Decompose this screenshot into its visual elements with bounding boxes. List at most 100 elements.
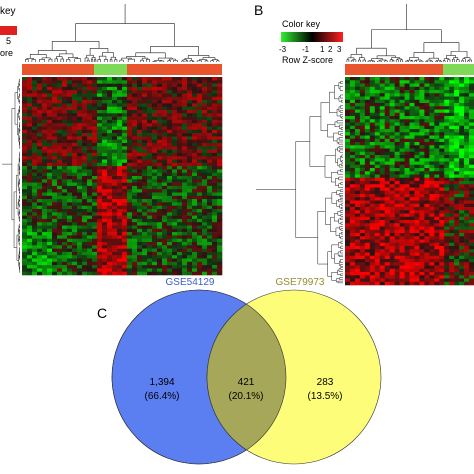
heatmap-cell [434, 119, 440, 123]
heatmap-cell [142, 212, 148, 216]
heatmap-cell [349, 77, 356, 81]
heatmap-cell [77, 86, 83, 91]
heatmap-cell [207, 166, 213, 170]
heatmap-cell [122, 261, 128, 266]
heatmap-cell [82, 225, 88, 230]
heatmap-cell [399, 174, 405, 179]
heatmap-cell [399, 168, 405, 172]
heatmap-cell [454, 158, 460, 162]
heatmap-cell [469, 171, 474, 175]
heatmap-cell [152, 179, 158, 183]
heatmap-cell [449, 86, 455, 91]
heatmap-cell [354, 132, 361, 136]
heatmap-cell [167, 242, 173, 246]
heatmap-cell [197, 271, 203, 276]
heatmap-cell [67, 119, 73, 124]
heatmap-cell [52, 126, 58, 131]
heatmap-cell [349, 249, 356, 253]
heatmap-cell [162, 77, 168, 81]
heatmap-cell [62, 242, 68, 246]
heatmap-cell [399, 119, 405, 123]
heatmap-cell [414, 236, 420, 240]
heatmap-cell [132, 166, 138, 170]
heatmap-cell [187, 159, 193, 164]
heatmap-cell [349, 233, 356, 237]
heatmap-cell [27, 96, 33, 101]
heatmap-cell [192, 215, 198, 220]
heatmap-cell [414, 145, 420, 149]
heatmap-cell [414, 268, 420, 273]
heatmap-cell [349, 229, 356, 234]
panel-a-column-dendrogram [24, 4, 220, 62]
heatmap-cell [37, 172, 43, 177]
heatmap-cell [47, 258, 53, 263]
heatmap-cell [82, 265, 88, 269]
heatmap-cell [212, 169, 218, 173]
heatmap-cell [137, 199, 143, 203]
heatmap-cell [394, 281, 400, 286]
heatmap-cell [384, 177, 390, 182]
heatmap-cell [359, 80, 366, 84]
heatmap-cell [374, 187, 381, 192]
heatmap-cell [77, 83, 83, 88]
heatmap-cell [399, 252, 405, 257]
heatmap-cell [384, 158, 390, 162]
heatmap-cell [399, 249, 405, 253]
heatmap-cell [117, 215, 123, 220]
heatmap-cell [354, 262, 361, 266]
heatmap-cell [217, 80, 223, 84]
heatmap-cell [345, 106, 351, 110]
heatmap-cell [47, 100, 53, 104]
heatmap-cell [27, 268, 33, 272]
heatmap-cell [345, 112, 351, 117]
heatmap-cell [419, 210, 425, 214]
heatmap-cell [444, 135, 450, 140]
heatmap-cell [345, 220, 351, 224]
heatmap-cell [172, 119, 178, 124]
heatmap-cell [47, 261, 53, 266]
heatmap-cell [92, 202, 98, 206]
heatmap-cell [67, 199, 73, 203]
heatmap-cell [459, 252, 465, 257]
heatmap-cell [72, 93, 78, 98]
heatmap-cell [22, 228, 28, 233]
heatmap-cell [107, 136, 113, 140]
heatmap-cell [399, 184, 405, 188]
heatmap-cell [37, 110, 43, 114]
panel-a-group-bar [22, 64, 222, 75]
heatmap-cell [47, 133, 53, 137]
heatmap-cell [92, 83, 98, 88]
heatmap-cell [112, 116, 118, 121]
heatmap-cell [439, 203, 445, 208]
heatmap-cell [369, 80, 376, 84]
heatmap-cell [142, 232, 148, 236]
heatmap-cell [424, 236, 430, 240]
heatmap-cell [132, 133, 138, 137]
heatmap-cell [22, 152, 28, 157]
heatmap-cell [354, 278, 361, 283]
heatmap-cell [92, 212, 98, 216]
heatmap-cell [97, 106, 103, 111]
heatmap-cell [454, 252, 460, 257]
heatmap-cell [92, 192, 98, 197]
heatmap-cell [147, 86, 153, 91]
heatmap-cell [202, 103, 208, 107]
heatmap-cell [409, 86, 415, 91]
heatmap-cell [409, 239, 415, 244]
heatmap-cell [364, 249, 371, 253]
heatmap-cell [22, 96, 28, 101]
heatmap-cell [102, 179, 108, 183]
heatmap-cell [52, 100, 58, 104]
heatmap-cell [404, 151, 410, 156]
heatmap-cell [384, 216, 390, 221]
heatmap-cell [82, 152, 88, 157]
heatmap-cell [374, 272, 381, 276]
heatmap-cell [167, 205, 173, 210]
heatmap-cell [67, 116, 73, 121]
heatmap-cell [107, 146, 113, 150]
heatmap-cell [429, 93, 435, 97]
heatmap-cell [107, 195, 113, 200]
heatmap-cell [359, 259, 366, 263]
heatmap-cell [394, 132, 400, 136]
heatmap-cell [27, 169, 33, 173]
